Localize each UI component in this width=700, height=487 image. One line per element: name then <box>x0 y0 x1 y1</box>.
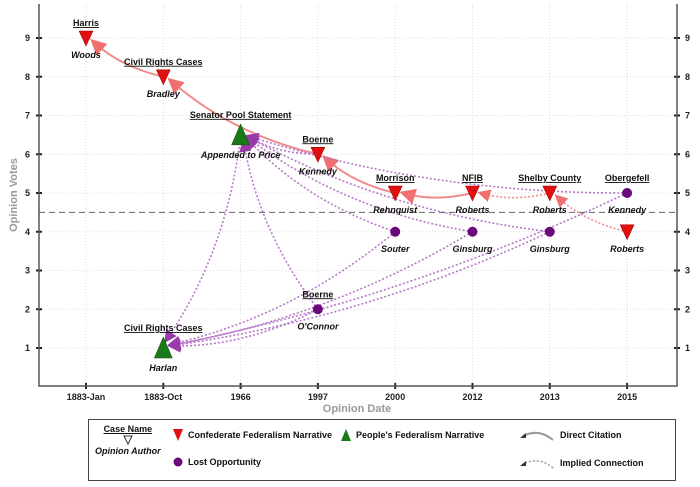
lost-opportunity-marker <box>544 226 555 237</box>
opinion-author-label: Roberts <box>455 205 489 215</box>
y-tick-label: 8 <box>25 72 30 82</box>
x-tick-label: 2015 <box>617 392 637 402</box>
implied-connection-edge <box>167 231 473 350</box>
implied-connection-edge <box>554 194 628 233</box>
confederate-marker <box>155 69 171 86</box>
opinion-author-label: Souter <box>381 244 410 254</box>
lost-opportunity-marker <box>467 226 478 237</box>
citation-chart: 1883-Jan 1883-Oct 1966 1997 2000 2012 2013 2015… <box>8 4 690 415</box>
x-tick-label: 1883-Jan <box>67 392 106 402</box>
legend-direct: Direct Citation <box>560 430 622 440</box>
y-tick-label: 6 <box>25 149 30 159</box>
y-tick-label-right: 9 <box>685 33 690 43</box>
legend-lost: Lost Opportunity <box>188 457 261 467</box>
y-tick-label-right: 7 <box>685 111 690 121</box>
implied-connection-edge <box>167 231 551 351</box>
legend-confederate: Confederate Federalism Narrative <box>188 430 333 440</box>
y-tick-label: 9 <box>25 33 30 43</box>
case-name-label: Civil Rights Cases <box>124 57 203 67</box>
y-tick-label-right: 2 <box>685 304 690 314</box>
lost-opportunity-marker <box>390 226 401 237</box>
direct-citation-edge <box>90 38 164 78</box>
y-tick-label-right: 6 <box>685 149 690 159</box>
x-tick-label: 2000 <box>385 392 405 402</box>
implied-connection-edge <box>164 134 242 344</box>
y-tick-label: 5 <box>25 188 30 198</box>
legend-case-name: Case Name <box>103 424 153 434</box>
y-tick-label-right: 5 <box>685 188 690 198</box>
red-down-triangle-icon <box>173 429 183 441</box>
implied-connection-edge <box>245 136 473 233</box>
y-tick-label: 4 <box>25 227 30 237</box>
x-tick-label: 1997 <box>308 392 328 402</box>
opinion-author-label: Roberts <box>533 205 567 215</box>
opinion-author-label: Harlan <box>149 363 178 373</box>
x-axis-label: Opinion Date <box>323 403 391 415</box>
opinion-author-label: Bradley <box>147 89 181 99</box>
lost-opportunity-marker <box>622 188 633 198</box>
lost-opportunity-marker <box>312 304 323 315</box>
implied-connection-edge <box>167 192 628 350</box>
y-tick-label: 3 <box>25 266 30 276</box>
opinion-author-label: Woods <box>71 50 101 60</box>
opinion-author-label: Ginsburg <box>530 244 571 254</box>
y-tick-label-right: 3 <box>685 266 690 276</box>
case-name-label: NFIB <box>462 173 483 183</box>
hollow-triangle-icon <box>123 435 133 445</box>
case-name-label: Harris <box>73 18 99 28</box>
purple-circle-icon <box>173 457 183 467</box>
solid-arrow-icon <box>520 431 554 441</box>
direct-citation-edge <box>167 77 319 156</box>
confederate-marker <box>310 147 326 163</box>
y-tick-label-right: 1 <box>685 343 690 353</box>
case-name-label: Obergefell <box>605 173 650 183</box>
opinion-author-label: Ginsburg <box>453 244 494 254</box>
green-up-triangle-icon <box>341 429 351 441</box>
opinion-author-label: Kennedy <box>299 166 338 176</box>
case-name-label: Boerne <box>302 289 333 299</box>
axis-frame <box>38 4 678 387</box>
x-tick-label: 2013 <box>540 392 560 402</box>
confederate-marker <box>78 30 94 47</box>
y-tick-label: 2 <box>25 304 30 314</box>
case-name-label: Senator Pool Statement <box>190 110 292 120</box>
implied-connection-edge <box>245 135 550 233</box>
confederate-marker <box>542 185 558 202</box>
confederate-marker <box>387 185 403 202</box>
implied-connection-edge <box>167 231 396 349</box>
peoples-marker <box>231 123 250 146</box>
case-name-label: Morrison <box>376 173 415 183</box>
confederate-marker <box>465 185 480 202</box>
x-tick-label: 1966 <box>231 392 251 402</box>
implied-connection-edge <box>477 189 550 202</box>
y-tick-label: 1 <box>25 343 30 353</box>
implied-connection-edge <box>245 132 628 194</box>
case-name-label: Civil Rights Cases <box>124 323 203 333</box>
opinion-author-label: Kennedy <box>608 205 647 215</box>
legend: Case Name Opinion Author Confederate Fed… <box>88 419 676 481</box>
dotted-arrow-icon <box>520 460 554 469</box>
opinion-author-label: Rehnquist <box>373 205 418 215</box>
direct-citation-edge <box>399 188 473 205</box>
case-name-label: Boerne <box>302 134 333 144</box>
y-tick-label-right: 4 <box>685 227 690 237</box>
confederate-marker <box>619 224 635 241</box>
opinion-author-label: Roberts <box>610 244 644 254</box>
case-name-label: Shelby County <box>518 173 581 183</box>
legend-opinion-author: Opinion Author <box>95 446 161 456</box>
peoples-marker <box>153 336 173 359</box>
direct-citation-edge <box>322 155 396 194</box>
legend-people: People's Federalism Narrative <box>356 430 485 440</box>
opinion-author-label: Appended to Price <box>200 150 281 160</box>
y-tick-label-right: 8 <box>685 72 690 82</box>
y-tick-label: 7 <box>25 111 30 121</box>
x-tick-label: 2012 <box>462 392 482 402</box>
x-tick-label: 1883-Oct <box>144 392 182 402</box>
opinion-author-label: O'Connor <box>297 321 339 331</box>
legend-implied: Implied Connection <box>560 458 644 468</box>
y-axis-label: Opinion Votes <box>8 158 20 232</box>
